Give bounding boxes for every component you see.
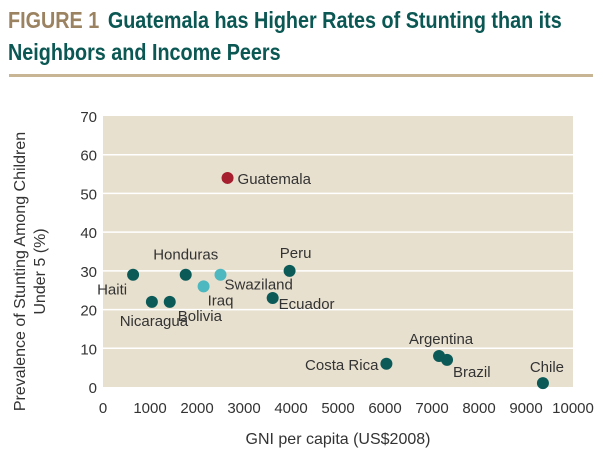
point-label: Guatemala (238, 171, 312, 188)
point-label: Brazil (453, 364, 491, 381)
point-label: Argentina (409, 331, 474, 348)
data-point-bolivia (163, 295, 176, 308)
y-tick-label: 60 (80, 148, 97, 165)
y-tick-label: 40 (80, 225, 97, 242)
point-label: Costa Rica (305, 357, 379, 374)
x-tick-label: 7000 (415, 400, 448, 417)
x-tick-label: 3000 (227, 400, 260, 417)
x-axis-label: GNI per capita (US$2008) (246, 431, 431, 448)
y-tick-label: 50 (80, 186, 97, 203)
data-point-costa-rica (380, 357, 393, 370)
point-label: Swaziland (225, 277, 293, 294)
x-tick-label: 6000 (368, 400, 401, 417)
point-label: Bolivia (178, 308, 223, 325)
x-tick-label: 0 (99, 400, 107, 417)
y-tick-label: 0 (89, 380, 97, 397)
y-tick-label: 70 (80, 109, 97, 126)
point-label: Ecuador (279, 296, 335, 313)
data-point-chile (536, 377, 549, 390)
y-axis-label: Prevalence of Stunting Among Children Und… (12, 132, 49, 411)
y-tick-label: 20 (80, 303, 97, 320)
x-tick-label: 4000 (274, 400, 307, 417)
y-tick-label: 10 (80, 341, 97, 358)
title-divider (9, 74, 593, 77)
title-text: Guatemala has Higher Rates of Stunting t… (8, 7, 562, 65)
point-label: Chile (530, 359, 564, 376)
point-label: Peru (280, 245, 312, 262)
data-point-iraq (197, 280, 210, 293)
y-tick-label: 30 (80, 264, 97, 281)
point-label: Haiti (97, 282, 127, 299)
plot-background (103, 116, 573, 387)
data-point-ecuador (266, 291, 279, 304)
x-tick-label: 10000 (552, 400, 594, 417)
x-tick-label: 5000 (321, 400, 354, 417)
data-point-swaziland (214, 268, 227, 281)
x-tick-label: 8000 (462, 400, 495, 417)
data-point-nicaragua (145, 295, 158, 308)
x-tick-label: 2000 (180, 400, 213, 417)
data-point-honduras (179, 268, 192, 281)
data-point-peru (283, 264, 296, 277)
point-label: Honduras (153, 247, 218, 264)
x-tick-label: 9000 (509, 400, 542, 417)
point-label: Iraq (208, 292, 234, 309)
chart-title: FIGURE 1 Guatemala has Higher Rates of St… (8, 4, 598, 68)
point-label: Nicaragua (120, 313, 189, 330)
data-point-brazil (441, 353, 454, 366)
x-tick-label: 1000 (133, 400, 166, 417)
data-point-haiti (127, 268, 140, 281)
figure-label: FIGURE 1 (8, 7, 100, 33)
data-point-guatemala (221, 171, 234, 184)
